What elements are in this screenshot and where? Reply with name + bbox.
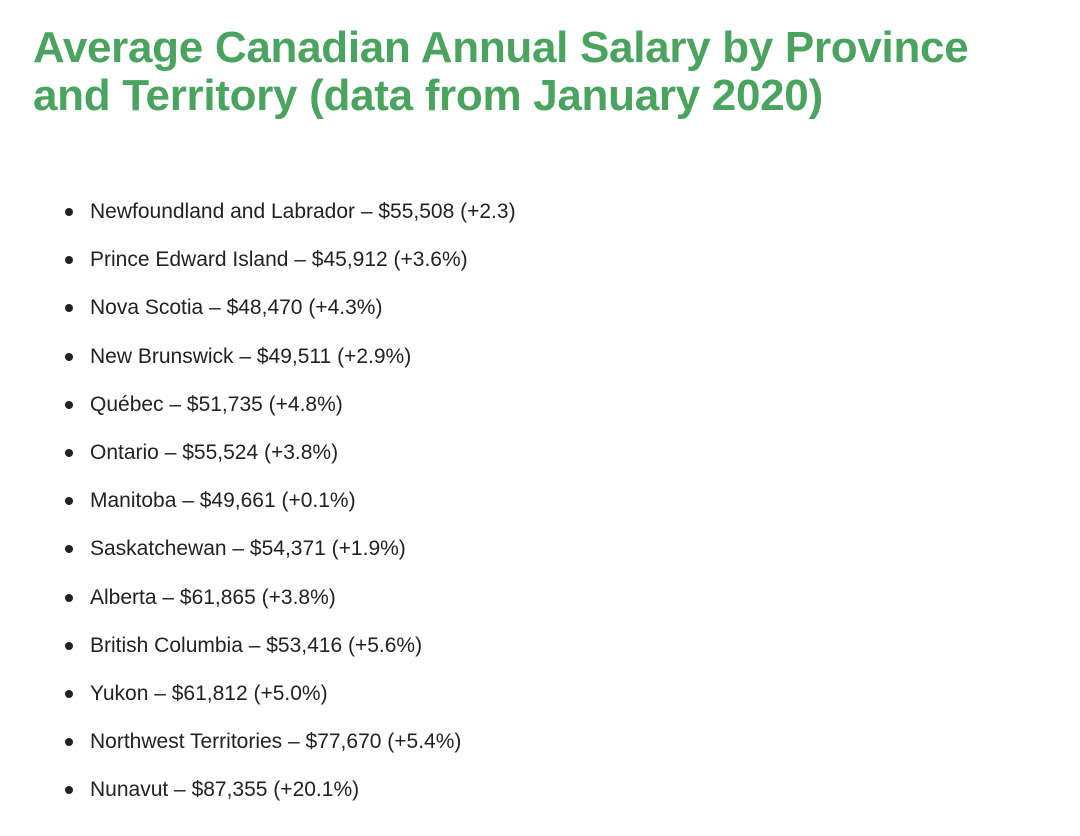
bullet-icon bbox=[65, 448, 73, 457]
bullet-icon bbox=[65, 352, 73, 361]
list-item-text: Québec – $51,735 (+4.8%) bbox=[90, 392, 343, 416]
list-item: New Brunswick – $49,511 (+2.9%) bbox=[65, 335, 516, 383]
list-item-text: Ontario – $55,524 (+3.8%) bbox=[90, 440, 339, 464]
bullet-icon bbox=[65, 593, 73, 602]
list-item: Saskatchewan – $54,371 (+1.9%) bbox=[65, 527, 516, 575]
bullet-icon bbox=[65, 689, 73, 698]
bullet-icon bbox=[65, 208, 73, 216]
list-item-text: Yukon – $61,812 (+5.0%) bbox=[90, 681, 328, 705]
list-item: Nova Scotia – $48,470 (+4.3%) bbox=[65, 286, 516, 334]
list-item-text: Newfoundland and Labrador – $55,508 (+2.… bbox=[90, 200, 516, 223]
list-item-text: Nunavut – $87,355 (+20.1%) bbox=[90, 778, 360, 802]
list-item: Ontario – $55,524 (+3.8%) bbox=[65, 431, 516, 479]
list-item: Nunavut – $87,355 (+20.1%) bbox=[65, 768, 516, 816]
list-item: British Columbia – $53,416 (+5.6%) bbox=[65, 624, 516, 672]
list-item-text: Northwest Territories – $77,670 (+5.4%) bbox=[90, 730, 462, 754]
bullet-icon bbox=[65, 497, 73, 506]
bullet-icon bbox=[65, 641, 73, 650]
page-title: Average Canadian Annual Salary by Provin… bbox=[33, 23, 969, 120]
list-item: Yukon – $61,812 (+5.0%) bbox=[65, 672, 516, 720]
list-item-text: British Columbia – $53,416 (+5.6%) bbox=[90, 633, 423, 657]
bullet-icon bbox=[65, 400, 73, 409]
list-item: Newfoundland and Labrador – $55,508 (+2.… bbox=[65, 190, 516, 238]
list-item-text: Manitoba – $49,661 (+0.1%) bbox=[90, 489, 356, 513]
salary-list: Newfoundland and Labrador – $55,508 (+2.… bbox=[65, 190, 516, 816]
list-item: Québec – $51,735 (+4.8%) bbox=[65, 383, 516, 431]
list-item-text: Saskatchewan – $54,371 (+1.9%) bbox=[90, 537, 406, 561]
bullet-icon bbox=[65, 256, 73, 265]
bullet-icon bbox=[65, 738, 73, 747]
bullet-icon bbox=[65, 545, 73, 554]
list-item: Alberta – $61,865 (+3.8%) bbox=[65, 576, 516, 624]
list-item: Prince Edward Island – $45,912 (+3.6%) bbox=[65, 238, 516, 286]
list-item-text: New Brunswick – $49,511 (+2.9%) bbox=[90, 344, 412, 368]
bullet-icon bbox=[65, 304, 73, 313]
list-item-text: Alberta – $61,865 (+3.8%) bbox=[90, 585, 336, 609]
list-item-text: Nova Scotia – $48,470 (+4.3%) bbox=[90, 296, 383, 320]
list-item-text: Prince Edward Island – $45,912 (+3.6%) bbox=[90, 248, 468, 272]
bullet-icon bbox=[65, 786, 73, 795]
list-item: Manitoba – $49,661 (+0.1%) bbox=[65, 479, 516, 527]
list-item: Northwest Territories – $77,670 (+5.4%) bbox=[65, 720, 516, 768]
